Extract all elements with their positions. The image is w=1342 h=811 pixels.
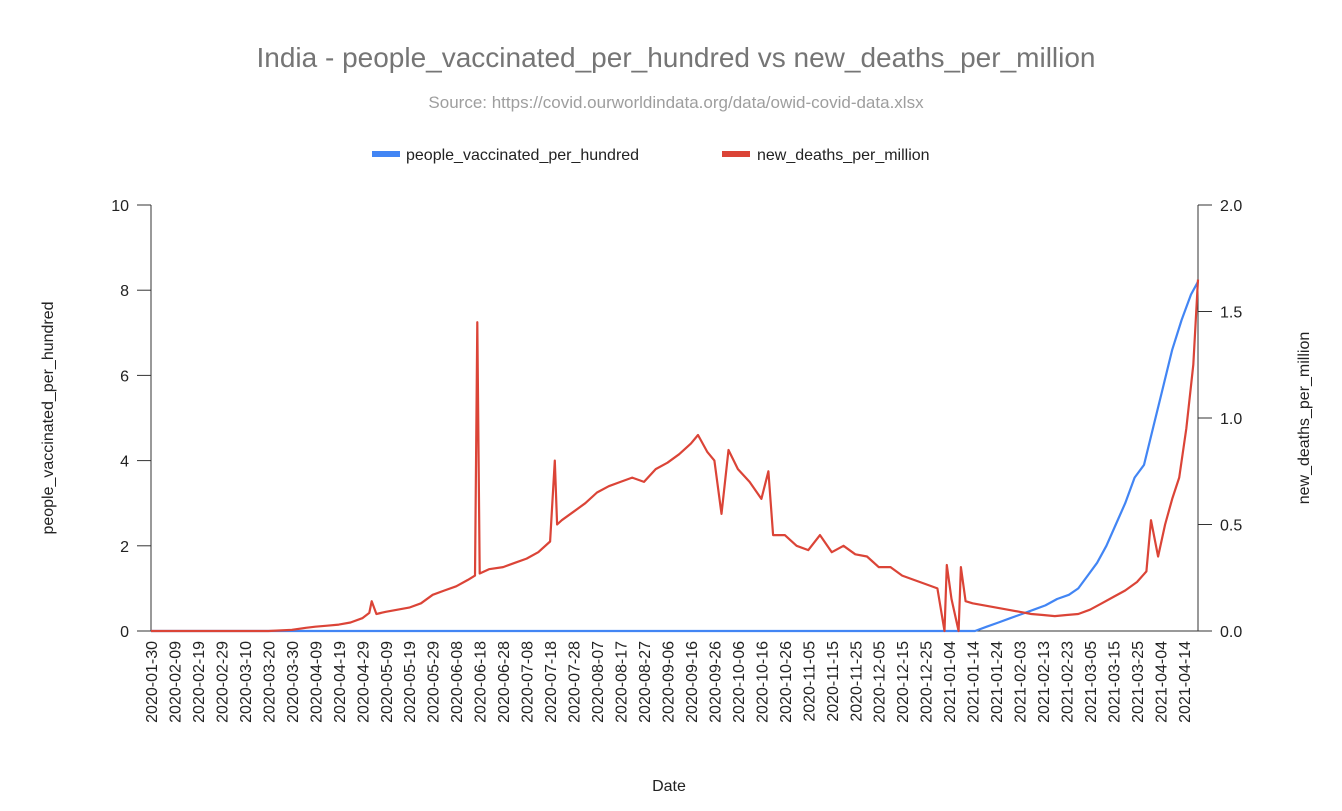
left-tick-label: 8	[120, 283, 129, 300]
left-axis-ticks: 0 2 4 6 8 10	[111, 198, 151, 641]
legend-label-vaccinated: people_vaccinated_per_hundred	[406, 147, 639, 164]
right-axis-ticks: 0.0 0.5 1.0 1.5 2.0	[1198, 198, 1242, 641]
x-tick-label: 2021-04-04	[1153, 641, 1170, 723]
left-tick-label: 6	[120, 368, 129, 385]
x-tick-label: 2020-03-20	[261, 641, 278, 723]
x-axis-title: Date	[652, 778, 686, 795]
x-tick-label: 2020-03-30	[285, 641, 302, 723]
x-tick-label: 2021-01-14	[966, 641, 983, 723]
x-tick-label: 2020-04-29	[355, 641, 372, 723]
x-tick-label: 2021-02-03	[1013, 641, 1030, 723]
x-tick-label: 2020-02-19	[191, 641, 208, 723]
series-line-vaccinated	[151, 281, 1199, 633]
chart-title: India - people_vaccinated_per_hundred vs…	[256, 42, 1095, 73]
x-tick-label: 2020-09-06	[660, 641, 677, 723]
x-tick-label: 2020-04-19	[332, 641, 349, 723]
x-tick-label: 2020-01-30	[144, 641, 161, 723]
x-tick-label: 2020-05-09	[379, 641, 396, 723]
x-tick-label: 2020-12-15	[895, 641, 912, 723]
right-tick-label: 1.0	[1220, 411, 1242, 428]
x-tick-label: 2020-12-05	[872, 641, 889, 723]
x-tick-label: 2020-02-29	[214, 641, 231, 723]
x-tick-label: 2020-10-06	[731, 641, 748, 723]
x-tick-label: 2020-09-26	[707, 641, 724, 723]
chart-subtitle: Source: https://covid.ourworldindata.org…	[428, 93, 924, 112]
x-tick-label: 2021-01-24	[989, 641, 1006, 723]
x-tick-label: 2020-04-09	[308, 641, 325, 723]
legend-swatch-deaths	[722, 151, 750, 157]
x-tick-label: 2020-07-18	[543, 641, 560, 723]
x-tick-label: 2020-10-26	[778, 641, 795, 723]
x-tick-label: 2021-03-05	[1083, 641, 1100, 723]
right-axis-title: new_deaths_per_million	[1296, 332, 1313, 505]
series-line-deaths	[151, 279, 1200, 633]
x-tick-label: 2020-11-05	[801, 641, 818, 722]
x-tick-label: 2020-02-09	[167, 641, 184, 723]
x-tick-label: 2020-11-15	[825, 641, 842, 722]
x-tick-label: 2021-01-04	[942, 641, 959, 723]
x-tick-label: 2021-02-23	[1060, 641, 1077, 723]
x-tick-label: 2020-03-10	[238, 641, 255, 723]
left-tick-label: 0	[120, 624, 129, 641]
legend: people_vaccinated_per_hundred new_deaths…	[372, 147, 930, 164]
x-tick-label: 2020-05-29	[426, 641, 443, 723]
legend-label-deaths: new_deaths_per_million	[757, 147, 930, 164]
x-tick-label: 2021-03-15	[1106, 641, 1123, 723]
left-tick-label: 4	[120, 454, 129, 471]
x-tick-label: 2020-08-27	[637, 641, 654, 723]
right-tick-label: 0.5	[1220, 518, 1242, 535]
x-tick-label: 2020-12-25	[919, 641, 936, 723]
right-tick-label: 0.0	[1220, 624, 1242, 641]
right-tick-label: 2.0	[1220, 198, 1242, 215]
legend-swatch-vaccinated	[372, 151, 400, 157]
x-tick-label: 2020-10-16	[754, 641, 771, 723]
series-layer	[151, 279, 1200, 633]
x-tick-label: 2021-03-25	[1130, 641, 1147, 723]
right-tick-label: 1.5	[1220, 305, 1242, 322]
x-tick-label: 2020-06-18	[473, 641, 490, 723]
x-tick-label: 2020-05-19	[402, 641, 419, 723]
x-tick-label: 2020-07-08	[520, 641, 537, 723]
x-tick-label: 2021-04-14	[1177, 641, 1194, 723]
left-axis-title: people_vaccinated_per_hundred	[40, 301, 57, 534]
x-tick-label: 2020-09-16	[684, 641, 701, 723]
left-tick-label: 2	[120, 539, 129, 556]
x-tick-label: 2020-08-07	[590, 641, 607, 723]
x-tick-label: 2020-07-28	[567, 641, 584, 723]
x-tick-label: 2021-02-13	[1036, 641, 1053, 723]
x-axis-ticks: 2020-01-30 2020-02-09 2020-02-19 2020-02-29…	[144, 641, 1194, 723]
x-tick-label: 2020-11-25	[848, 641, 865, 722]
left-tick-label: 10	[111, 198, 129, 215]
x-tick-label: 2020-06-08	[449, 641, 466, 723]
x-tick-label: 2020-08-17	[614, 641, 631, 723]
x-tick-label: 2020-06-28	[496, 641, 513, 723]
